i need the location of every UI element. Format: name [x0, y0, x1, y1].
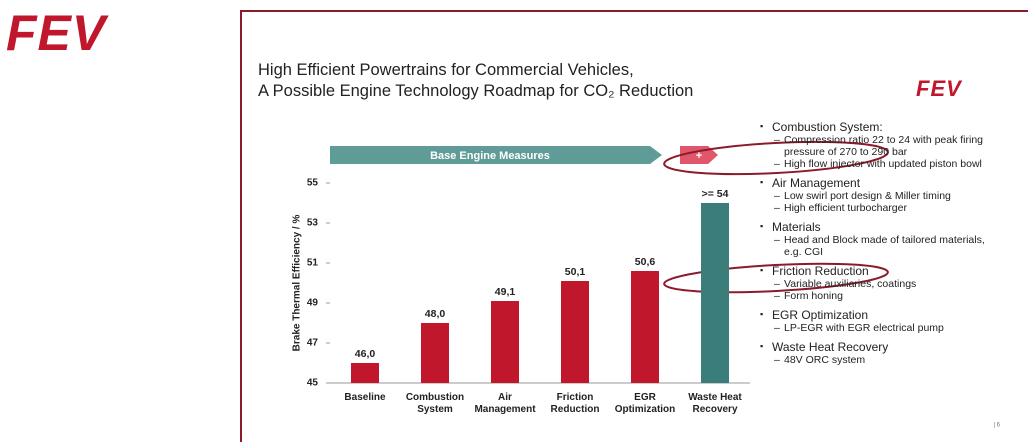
x-tick-label: Air Management [472, 392, 538, 416]
x-tick-label: Waste Heat Recovery [682, 392, 748, 416]
y-tick-label: 45 [307, 378, 319, 389]
page-number: | 6 [993, 423, 1000, 429]
bullet: Air ManagementLow swirl port design & Mi… [760, 176, 990, 214]
sub-bullet: Head and Block made of tailored material… [772, 234, 990, 258]
sub-bullet: Variable auxiliaries, coatings [772, 278, 990, 290]
bullet-text: Combustion System: [772, 120, 990, 134]
bullet-text: Friction Reduction [772, 264, 990, 278]
sub-bullet: Form honing [772, 290, 990, 302]
x-tick-label: EGR Optimization [612, 392, 678, 416]
x-tick-label: Baseline [332, 392, 398, 404]
y-tick-label: 47 [307, 338, 319, 349]
sub-bullet: High efficient turbocharger [772, 202, 990, 214]
sub-bullet: 48V ORC system [772, 354, 990, 366]
y-tick-label: 51 [307, 258, 319, 269]
title-line: High Efficient Powertrains for Commercia… [258, 60, 693, 81]
page: Base Engine Measures + Brake Thermal Eff… [0, 0, 1028, 442]
logo: FEV [6, 4, 106, 62]
bar [421, 323, 449, 383]
value-label: >= 54 [702, 188, 729, 200]
sub-bullet: LP-EGR with EGR electrical pump [772, 322, 990, 334]
bullet-text: Air Management [772, 176, 990, 190]
y-axis-label: Brake Thermal Efficiency / % [292, 215, 303, 352]
x-tick-label: Combustion System [402, 392, 468, 416]
bar [561, 281, 589, 383]
x-tick-label: Friction Reduction [542, 392, 608, 416]
bullet-text: EGR Optimization [772, 308, 990, 322]
y-tick-label: 49 [307, 298, 319, 309]
bar [701, 203, 729, 383]
value-label: 49,1 [495, 286, 516, 298]
y-tick-label: 53 [307, 218, 319, 229]
bullet: EGR OptimizationLP-EGR with EGR electric… [760, 308, 990, 334]
bullet-text: Materials [772, 220, 990, 234]
slide-title: High Efficient Powertrains for Commercia… [258, 60, 693, 102]
value-label: 50,1 [565, 266, 586, 278]
bullet-text: Waste Heat Recovery [772, 340, 990, 354]
title-line: A Possible Engine Technology Roadmap for… [258, 81, 693, 102]
bar [351, 363, 379, 383]
y-tick-label: 55 [307, 178, 319, 189]
bullet: MaterialsHead and Block made of tailored… [760, 220, 990, 258]
value-label: 50,6 [635, 256, 656, 268]
sub-bullet: High flow injector with updated piston b… [772, 158, 990, 170]
bar [631, 271, 659, 383]
sub-bullet: Compression ratio 22 to 24 with peak fir… [772, 134, 990, 158]
bullet: Friction ReductionVariable auxiliaries, … [760, 264, 990, 302]
bar [491, 301, 519, 383]
slide-logo: FEV [916, 76, 962, 102]
sub-bullet: Low swirl port design & Miller timing [772, 190, 990, 202]
bullet: Waste Heat Recovery48V ORC system [760, 340, 990, 366]
bullet-list: Combustion System:Compression ratio 22 t… [760, 120, 990, 372]
bullet: Combustion System:Compression ratio 22 t… [760, 120, 990, 170]
banner-label: Base Engine Measures [430, 150, 550, 162]
value-label: 48,0 [425, 308, 446, 320]
value-label: 46,0 [355, 348, 376, 360]
